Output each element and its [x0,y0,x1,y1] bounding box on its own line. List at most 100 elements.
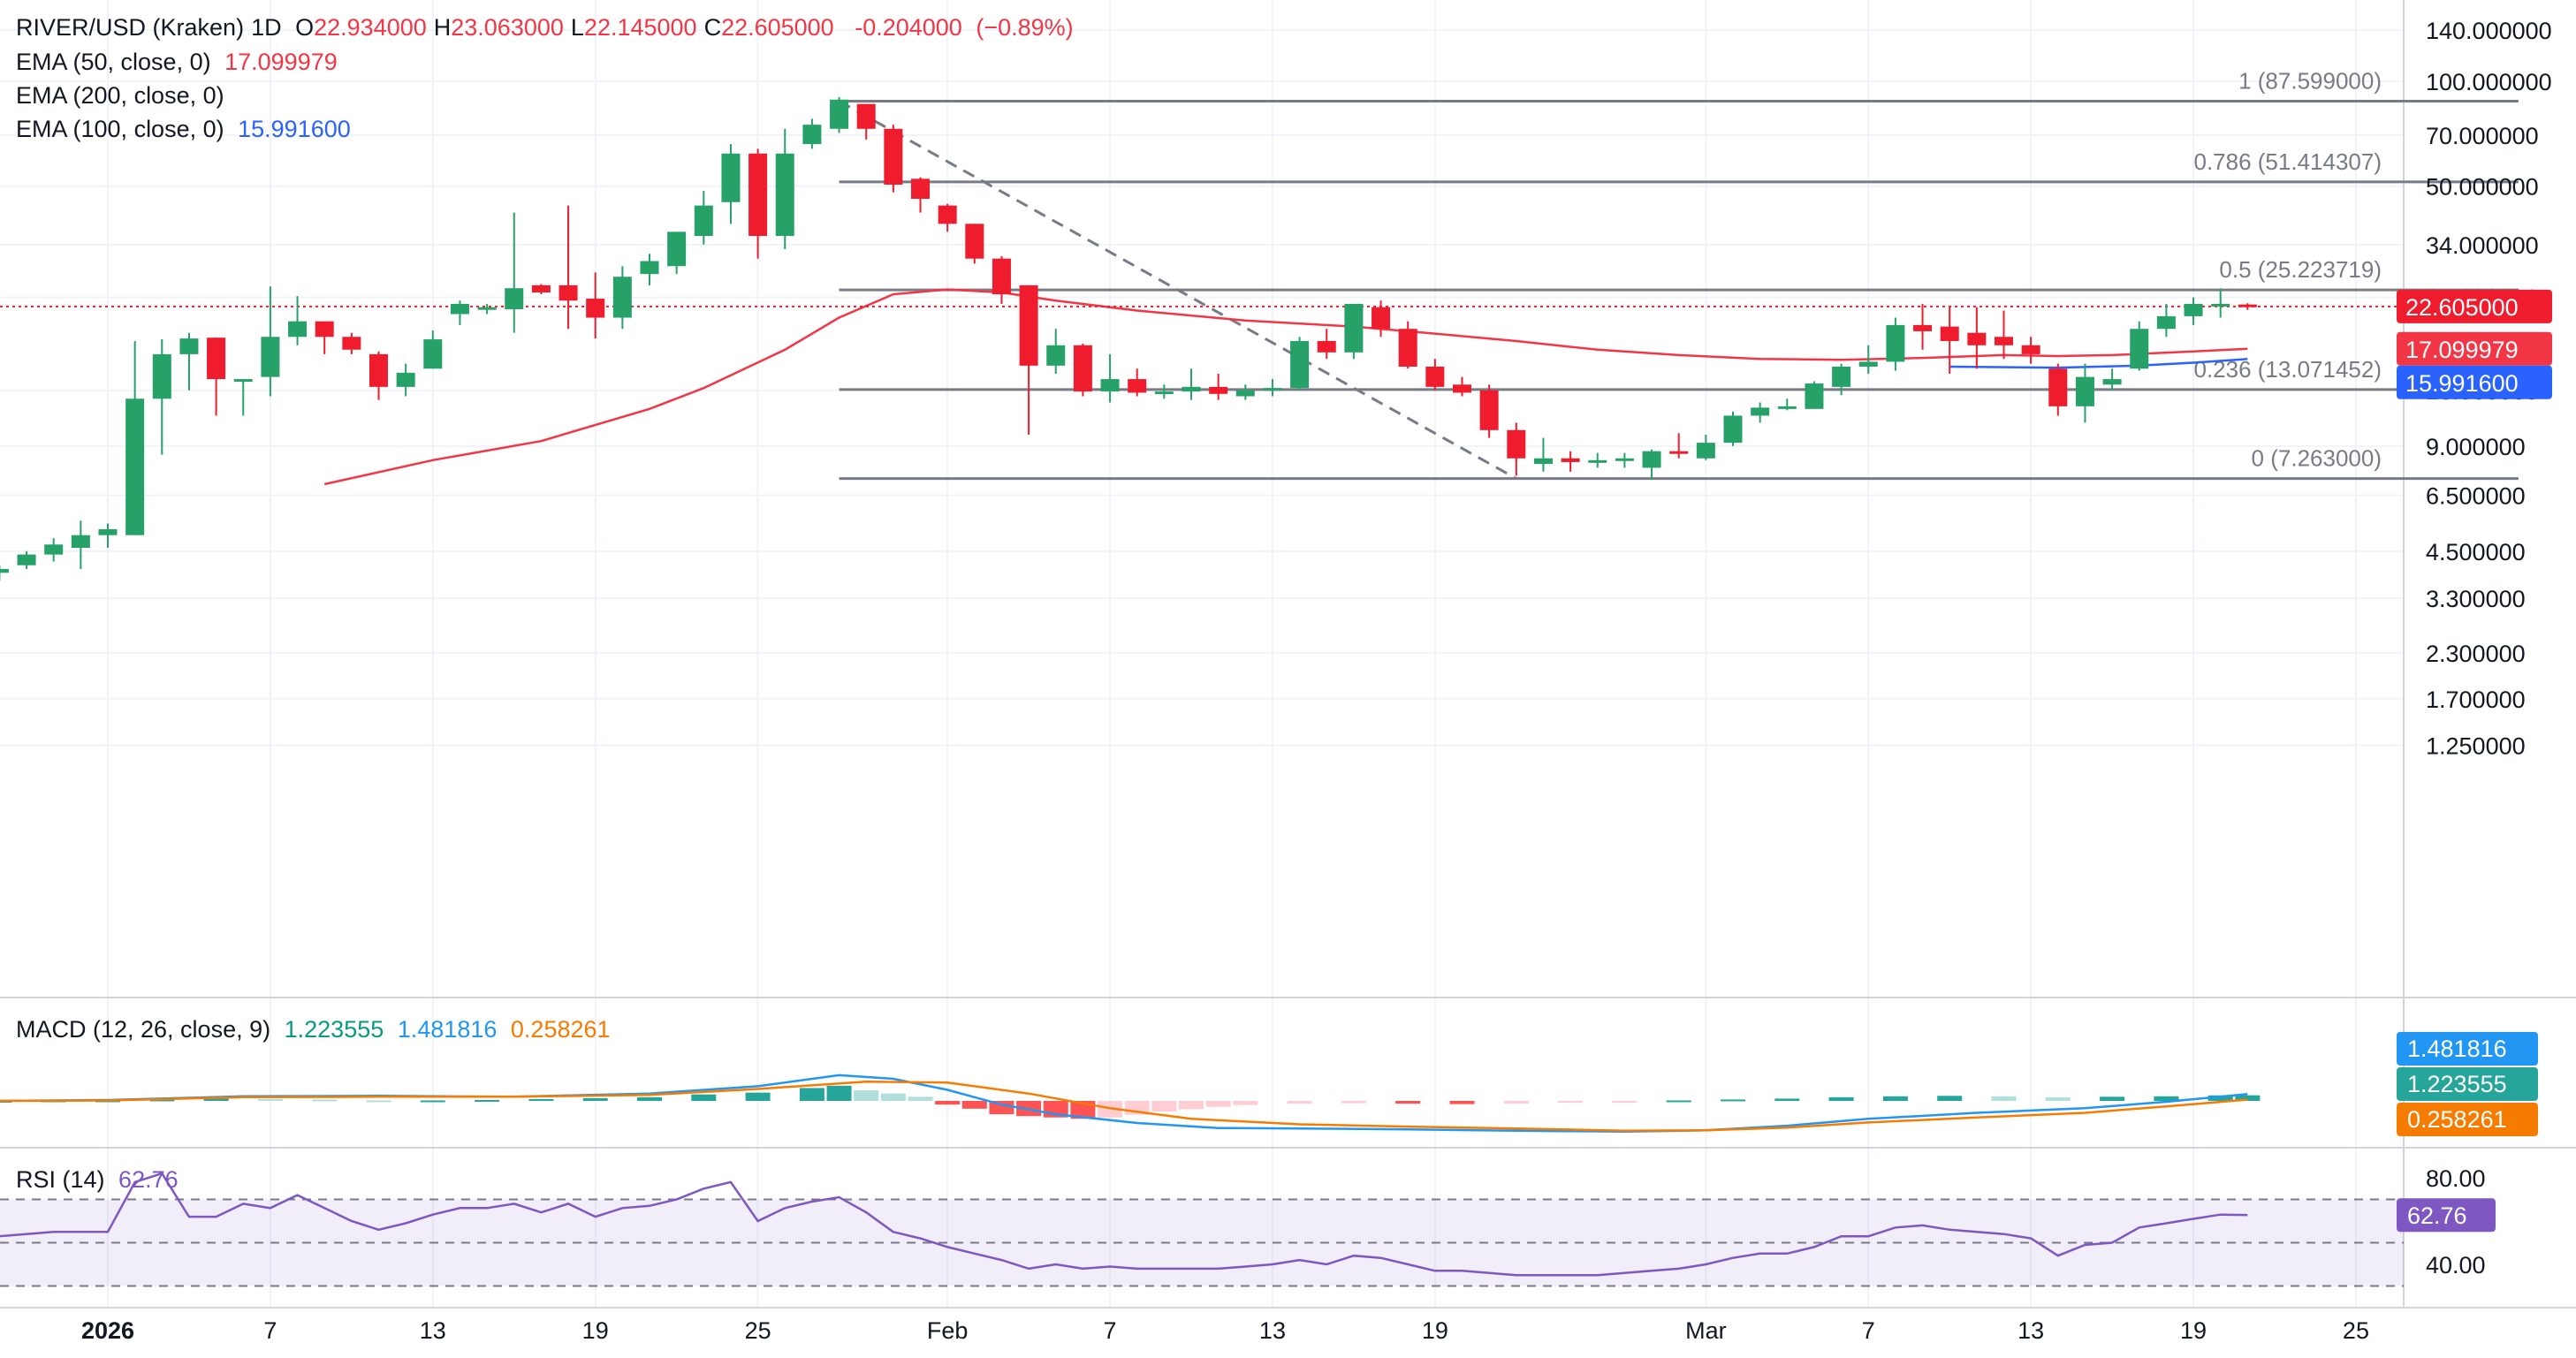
candle-body [1886,324,1905,362]
legend-ema100[interactable]: EMA (100, close, 0) 15.991600 [16,113,358,146]
candle-body [1669,451,1689,454]
candle-body [233,379,253,383]
candle-body [667,231,687,267]
time-axis-label: 7 [1862,1317,1875,1344]
macd-axis-tag-text: 1.223555 [2407,1071,2507,1097]
ema50-line [323,288,2248,486]
candle-body [938,205,957,224]
fib-level-label: 0.5 (25.223719) [2219,256,2382,283]
time-axis-label: 13 [1259,1317,1286,1344]
candle-body [505,288,524,309]
macd-axis-tag-text: 0.258261 [2407,1106,2507,1133]
macd-histogram-bar [366,1100,391,1103]
macd-histogram-bar [312,1099,338,1102]
price-axis-tag [2397,365,2552,399]
rsi-axis-tick: 40.00 [2426,1252,2486,1278]
rsi-line [0,1172,2248,1277]
legend-ema50-label: EMA (50, close, 0) [16,49,211,75]
legend-macd[interactable]: MACD (12, 26, close, 9) 1.223555 1.48181… [16,1013,618,1046]
macd-histogram-bar [2045,1096,2071,1101]
candle-body [2211,303,2230,307]
candle-body [884,128,903,185]
macd-histogram-bar [149,1099,175,1102]
candle-body [1805,383,1824,409]
legend-ema200[interactable]: EMA (200, close, 0) [16,80,239,112]
macd-axis-tag [2397,1067,2538,1101]
candle-body [1723,415,1743,444]
candle-body [0,568,9,573]
candle-body [1615,458,1634,461]
candle-body [1453,384,1471,393]
macd-histogram-bar [2235,1095,2261,1101]
candle-body [1073,345,1092,392]
rsi-axis-tag [2397,1198,2496,1233]
legend-ohlc-value: 22.934000 [314,14,427,41]
candle-body [1182,386,1201,392]
candle-body [1777,406,1797,409]
candle-body [1507,429,1526,459]
macd-histogram-bar [2100,1096,2125,1101]
candle-body [2102,379,2122,385]
macd-histogram-bar [2207,1095,2233,1101]
time-axis-label: 7 [263,1317,277,1344]
legend-ema50[interactable]: EMA (50, close, 0) 17.099979 [16,46,345,79]
legend-symbol: RIVER/USD (Kraken) 1D O22.934000 H23.06300… [16,11,1081,44]
candle-body [694,205,713,237]
price-axis-tick: 140.000000 [2426,18,2552,44]
macd-histogram-bar [989,1101,1014,1115]
legend-rsi-label: RSI (14) [16,1166,105,1193]
macd-histogram-bar [1828,1096,1854,1101]
candle-body [1235,390,1255,397]
legend-ohlc-label: H [433,14,452,41]
candle-body [1995,337,2013,345]
legend-ohlc-label: C [703,14,722,41]
price-axis-tick: 3.300000 [2426,586,2526,612]
fib-level-label: 0 (7.263000) [2252,445,2382,472]
legend-rsi[interactable]: RSI (14) 62.76 [16,1164,186,1196]
candle-body [1209,386,1228,394]
macd-histogram-bar [854,1090,879,1101]
legend-symbol-name: RIVER/USD (Kraken) [16,14,245,41]
candle-body [1290,340,1310,389]
macd-histogram-bar [1205,1101,1231,1107]
macd-histogram-bar [582,1097,608,1101]
macd-axis-tag [2397,1032,2538,1066]
candle-body [992,258,1011,295]
macd-histogram-bar [1503,1101,1529,1104]
macd-histogram-bar [691,1094,717,1101]
candle-body [450,303,469,315]
legend-ema100-value: 15.991600 [238,116,351,142]
macd-histogram-bar [1449,1101,1475,1104]
legend-macd-signal: 0.258261 [510,1016,611,1043]
candle-body [44,544,64,555]
time-axis-label: 25 [2343,1317,2369,1344]
candle-body [1832,366,1851,387]
price-axis-tag-text: 15.991600 [2405,370,2519,397]
macd-histogram-bar [935,1101,961,1105]
candle-body [71,535,90,548]
price-axis-tick: 50.000000 [2426,174,2539,201]
macd-axis-tag [2397,1103,2538,1136]
candle-body [2130,329,2149,369]
candle-body [1344,303,1364,353]
candle-body [1154,391,1174,395]
candle-body [1263,388,1282,391]
candle-body [1479,390,1499,430]
candle-body [1533,458,1553,465]
macd-histogram-bar [1341,1101,1366,1104]
candle-body [2238,304,2257,307]
legend-ema50-value: 17.099979 [224,49,338,75]
price-axis-tag [2397,289,2552,323]
price-axis-tick: 4.500000 [2426,539,2526,565]
candle-body [98,528,118,535]
fib-level-label: 1 (87.599000) [2238,68,2382,95]
candle-body [342,337,361,350]
macd-histogram-bar [637,1096,662,1101]
macd-histogram-bar [1937,1096,1963,1101]
macd-histogram-bar [1287,1101,1312,1104]
macd-histogram-bar [799,1088,824,1101]
macd-histogram-bar [1721,1099,1745,1102]
time-axis-label: 13 [2017,1317,2044,1344]
